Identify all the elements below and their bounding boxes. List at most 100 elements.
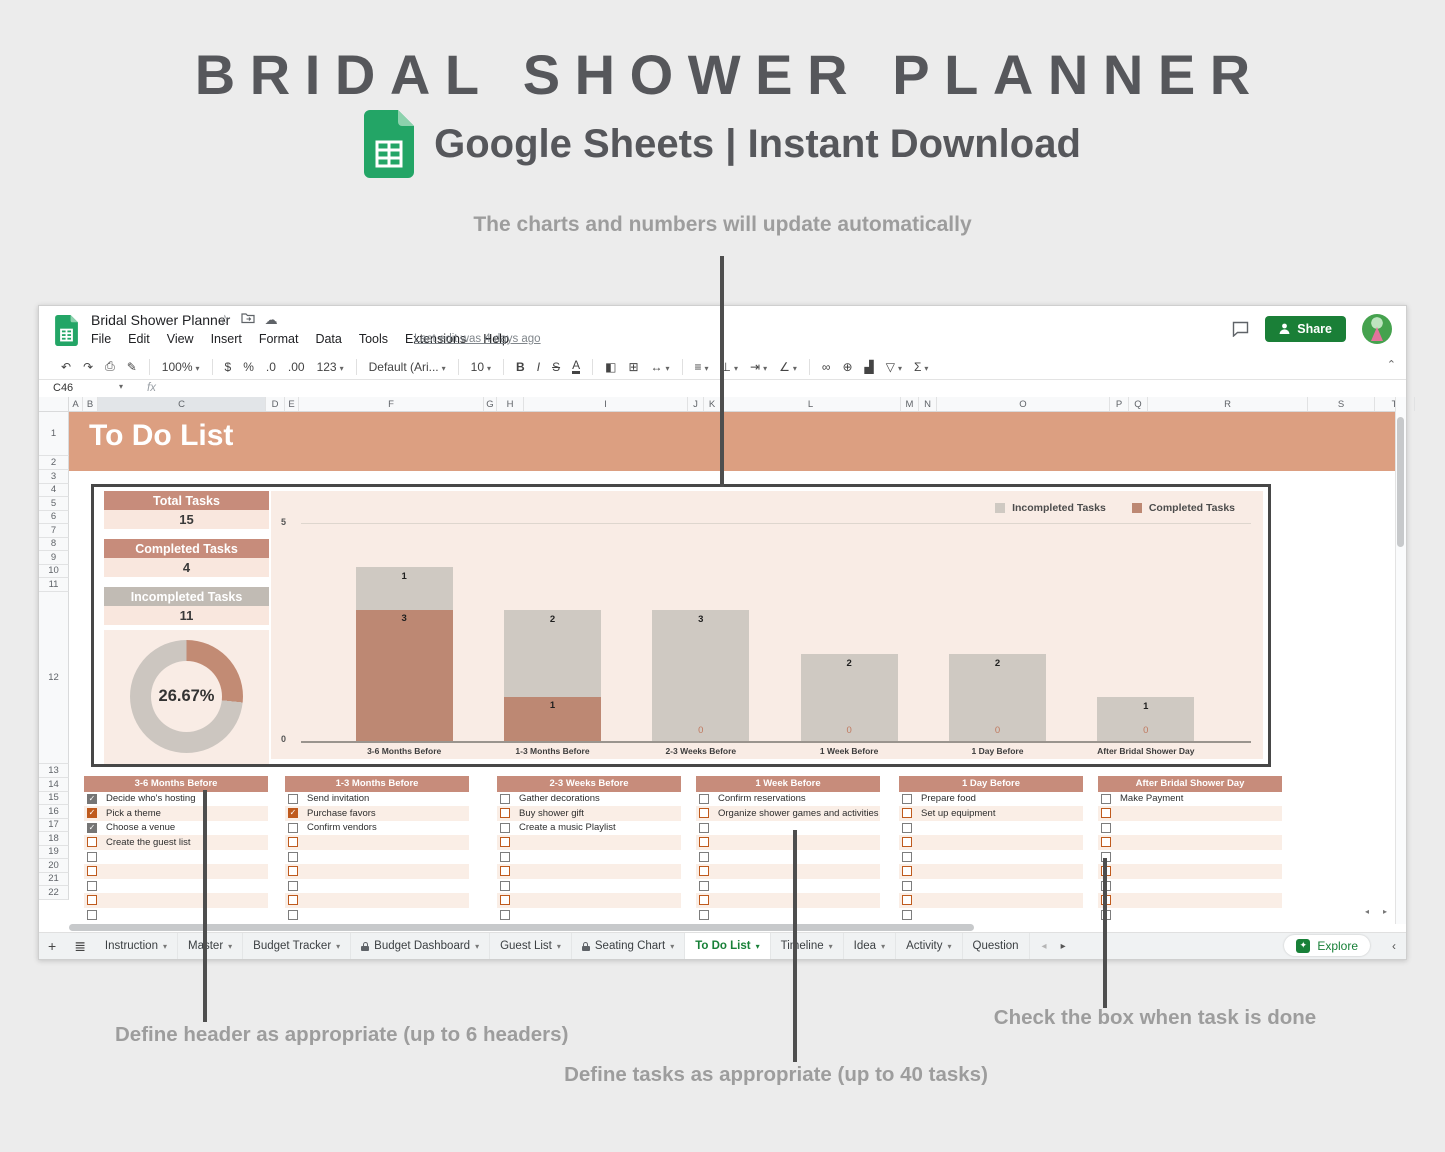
task-checkbox[interactable] (288, 851, 298, 862)
menu-format[interactable]: Format (258, 332, 299, 346)
column-header-K[interactable]: K (704, 397, 721, 411)
account-avatar[interactable] (1362, 314, 1392, 344)
row-header-20[interactable]: 20 (39, 859, 69, 873)
task-checkbox[interactable] (902, 895, 912, 906)
task-checkbox[interactable] (288, 822, 298, 833)
task-checkbox[interactable]: ✓ (87, 822, 97, 833)
tab-scroll-left-icon[interactable]: ◂ (1041, 940, 1047, 952)
last-edit-link[interactable]: Last edit was 4 days ago (414, 333, 541, 345)
task-checkbox[interactable] (500, 909, 510, 920)
task-checkbox[interactable] (902, 822, 912, 833)
undo-icon[interactable]: ↶ (61, 359, 72, 374)
task-checkbox[interactable] (699, 866, 709, 877)
add-sheet-icon[interactable]: + (48, 938, 57, 954)
column-header-R[interactable]: R (1148, 397, 1308, 411)
task-checkbox[interactable] (87, 866, 97, 877)
task-checkbox[interactable]: ✓ (87, 793, 97, 804)
scroll-right-icon[interactable]: ▸ (1383, 907, 1388, 916)
menu-view[interactable]: View (166, 332, 194, 346)
task-checkbox[interactable] (699, 837, 709, 848)
column-header-P[interactable]: P (1110, 397, 1129, 411)
borders-icon[interactable]: ⊞ (628, 359, 639, 374)
column-header-Q[interactable]: Q (1129, 397, 1148, 411)
italic-icon[interactable]: I (536, 359, 541, 374)
task-checkbox[interactable] (500, 866, 510, 877)
print-icon[interactable]: ⎙ (105, 359, 115, 373)
task-checkbox[interactable] (288, 895, 298, 906)
column-header-I[interactable]: I (524, 397, 688, 411)
column-header-G[interactable]: G (484, 397, 497, 411)
font-select[interactable]: Default (Ari... ▾ (368, 359, 446, 374)
increase-decimal-icon[interactable]: .00 (287, 359, 305, 374)
functions-icon[interactable]: Σ ▾ (913, 359, 929, 374)
task-checkbox[interactable] (699, 822, 709, 833)
menu-insert[interactable]: Insert (210, 332, 242, 346)
horizontal-scrollbar[interactable] (69, 924, 974, 931)
insert-link-icon[interactable]: ∞ (821, 359, 831, 374)
format-currency-icon[interactable]: $ (224, 359, 232, 374)
task-checkbox[interactable] (500, 880, 510, 891)
column-header-J[interactable]: J (688, 397, 704, 411)
row-header-13[interactable]: 13 (39, 764, 69, 778)
task-checkbox[interactable] (87, 895, 97, 906)
task-checkbox[interactable] (902, 866, 912, 877)
row-header-11[interactable]: 11 (39, 578, 69, 592)
task-checkbox[interactable] (699, 808, 709, 819)
vertical-scrollbar[interactable] (1395, 397, 1406, 924)
task-checkbox[interactable] (1101, 837, 1111, 848)
move-to-folder-icon[interactable] (241, 312, 255, 324)
row-header-16[interactable]: 16 (39, 805, 69, 819)
task-checkbox[interactable] (902, 837, 912, 848)
column-header-H[interactable]: H (497, 397, 524, 411)
vertical-align-icon[interactable]: ⊥ ▾ (720, 359, 739, 374)
decrease-decimal-icon[interactable]: .0 (265, 359, 276, 374)
column-header-L[interactable]: L (721, 397, 901, 411)
row-header-17[interactable]: 17 (39, 818, 69, 832)
task-checkbox[interactable] (1101, 793, 1111, 804)
task-checkbox[interactable] (1101, 808, 1111, 819)
tab-menu-icon[interactable]: ▾ (947, 941, 952, 951)
row-header-5[interactable]: 5 (39, 497, 69, 511)
row-header-15[interactable]: 15 (39, 791, 69, 805)
task-checkbox[interactable] (87, 880, 97, 891)
column-header-C[interactable]: C (98, 397, 266, 411)
sheets-logo-icon[interactable] (55, 315, 78, 346)
task-checkbox[interactable] (500, 895, 510, 906)
more-formats-icon[interactable]: 123 ▾ (316, 359, 344, 374)
insert-comment-icon[interactable]: ⊕ (842, 359, 853, 374)
column-header-B[interactable]: B (83, 397, 98, 411)
column-header-T[interactable]: T (1375, 397, 1415, 411)
task-checkbox[interactable] (288, 866, 298, 877)
task-checkbox[interactable] (500, 822, 510, 833)
column-header-E[interactable]: E (285, 397, 299, 411)
tab-menu-icon[interactable]: ▾ (162, 941, 167, 951)
row-header-9[interactable]: 9 (39, 551, 69, 565)
tab-scroll-right-icon[interactable]: ▸ (1060, 940, 1066, 952)
task-checkbox[interactable] (87, 851, 97, 862)
tab-to-do-list[interactable]: To Do List ▾ (685, 933, 771, 959)
task-checkbox[interactable] (902, 808, 912, 819)
task-checkbox[interactable] (500, 851, 510, 862)
text-rotation-icon[interactable]: ∠ ▾ (779, 359, 797, 374)
tab-menu-icon[interactable]: ▾ (228, 941, 233, 951)
task-checkbox[interactable] (288, 909, 298, 920)
menu-file[interactable]: File (91, 332, 112, 346)
tab-budget-tracker[interactable]: Budget Tracker ▾ (243, 933, 352, 959)
insert-chart-icon[interactable]: ▟ (864, 359, 874, 374)
tab-menu-icon[interactable]: ▾ (755, 941, 760, 951)
explore-button[interactable]: ✦ Explore (1284, 935, 1370, 956)
task-checkbox[interactable] (288, 793, 298, 804)
task-checkbox[interactable] (699, 880, 709, 891)
filter-icon[interactable]: ▽ ▾ (885, 359, 902, 374)
row-header-21[interactable]: 21 (39, 872, 69, 886)
menu-tools[interactable]: Tools (358, 332, 389, 346)
task-checkbox[interactable] (288, 837, 298, 848)
task-checkbox[interactable] (500, 837, 510, 848)
row-header-1[interactable]: 1 (39, 412, 69, 456)
task-checkbox[interactable] (87, 837, 97, 848)
task-checkbox[interactable] (699, 909, 709, 920)
row-header-2[interactable]: 2 (39, 456, 69, 470)
task-checkbox[interactable] (1101, 822, 1111, 833)
name-box[interactable]: C46 ▾ (53, 382, 123, 394)
column-header-N[interactable]: N (919, 397, 937, 411)
